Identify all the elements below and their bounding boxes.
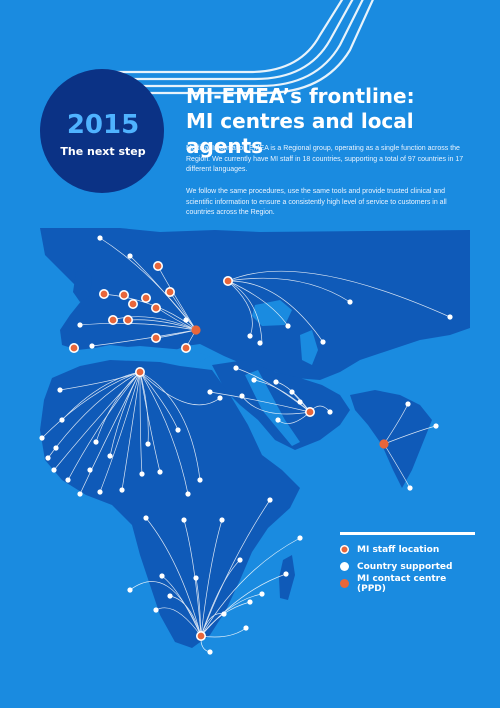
- legend-item-staff: MI staff location: [340, 541, 475, 558]
- mi-staff-location-dots: [69, 260, 315, 641]
- legend-item-contact-centre: MI contact centre (PPD): [340, 573, 475, 594]
- title-line-1: MI-EMEA’s frontline:: [186, 84, 415, 108]
- badge-circle: [40, 69, 164, 193]
- intro-paragraph-2: We follow the same procedures, use the s…: [186, 188, 447, 216]
- country-supported-dots: [39, 235, 453, 655]
- decorative-stripes-icon: [76, 0, 374, 95]
- contact-centre-icon: [340, 579, 349, 588]
- mi-contact-centre-dots: [191, 325, 389, 449]
- intro-paragraph-1: Medical Information EMEA is a Regional g…: [186, 145, 464, 173]
- badge-subtitle: The next step: [60, 145, 146, 158]
- title-line-2: MI centres and local agents: [186, 109, 414, 158]
- badge-year: 2015: [66, 110, 140, 140]
- legend-item-supported: Country supported: [340, 558, 475, 575]
- legend-label: MI staff location: [357, 544, 440, 555]
- world-map-icon: [40, 228, 470, 648]
- legend-label: MI contact centre (PPD): [357, 573, 447, 594]
- legend: MI staff location Country supported MI c…: [340, 532, 475, 594]
- country-supported-icon: [340, 562, 349, 571]
- staff-location-icon: [340, 545, 349, 554]
- water-bodies: [90, 300, 318, 446]
- page-title: MI-EMEA’s frontline: MI centres and loca…: [186, 84, 486, 159]
- legend-label: Country supported: [357, 561, 453, 572]
